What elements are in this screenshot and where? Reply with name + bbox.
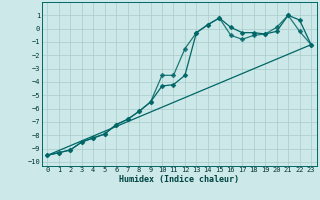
X-axis label: Humidex (Indice chaleur): Humidex (Indice chaleur) (119, 175, 239, 184)
